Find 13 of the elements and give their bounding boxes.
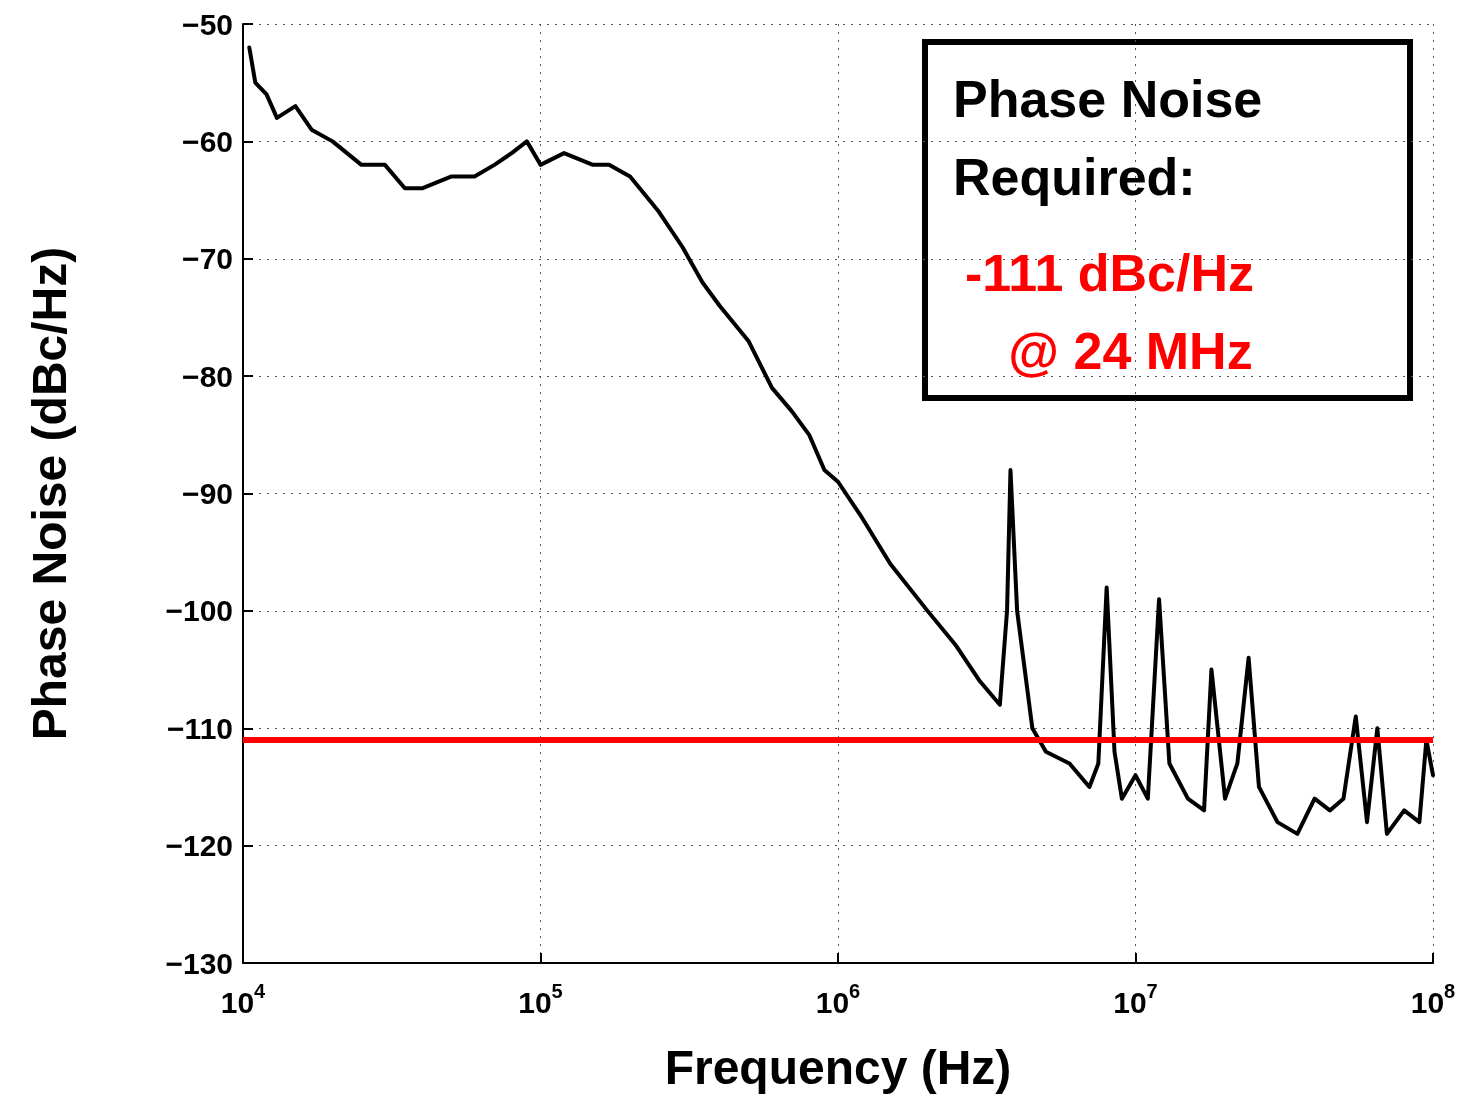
y-tick-label: −90 — [182, 477, 233, 510]
y-tick-label: −110 — [167, 711, 233, 745]
x-axis-title: Frequency (Hz) — [664, 1040, 1012, 1094]
y-tick-label: −50 — [182, 7, 233, 41]
y-tick-label: −120 — [165, 829, 233, 863]
y-tick-label: −130 — [165, 946, 233, 980]
y-tick-label: −60 — [182, 124, 233, 158]
y-axis-title: Phase Noise (dBc/Hz) — [22, 246, 76, 741]
annotation: Phase Noise Required: — [953, 70, 1263, 206]
y-tick-label: −70 — [182, 242, 233, 276]
annotation: -111 dBc/Hz @ 24 MHz — [965, 244, 1255, 380]
y-tick-label: −80 — [182, 359, 233, 393]
y-tick-label: −100 — [165, 594, 233, 628]
